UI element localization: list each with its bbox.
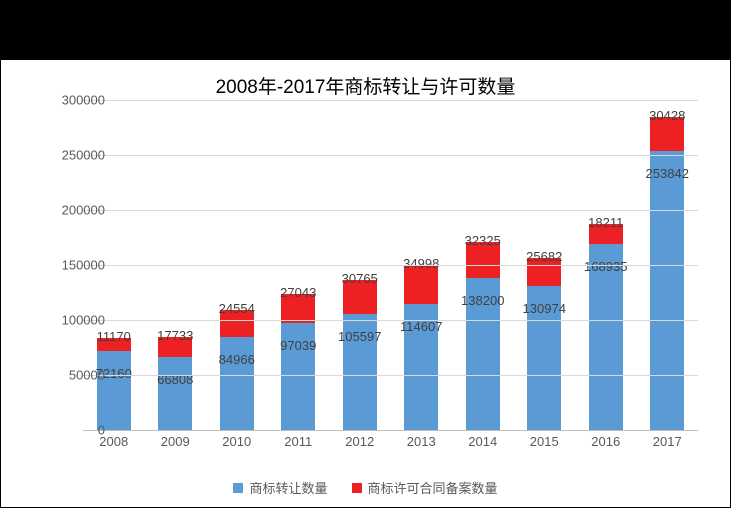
data-label-bottom: 105597 bbox=[338, 329, 381, 344]
outer-frame: 2008年-2017年商标转让与许可数量 1117072160177336680… bbox=[0, 0, 731, 508]
y-tick-label: 0 bbox=[35, 423, 105, 438]
legend-swatch bbox=[233, 483, 243, 493]
legend-label: 商标转让数量 bbox=[249, 481, 327, 496]
data-label-top: 25682 bbox=[526, 249, 562, 264]
data-label-bottom: 114607 bbox=[400, 319, 442, 334]
y-tick-label: 200000 bbox=[35, 203, 105, 218]
y-tick-label: 250000 bbox=[35, 148, 105, 163]
data-label-bottom: 168935 bbox=[584, 259, 627, 274]
x-tick-label: 2016 bbox=[591, 434, 620, 449]
y-tick-label: 300000 bbox=[35, 93, 105, 108]
x-tick-label: 2012 bbox=[345, 434, 374, 449]
y-tick-label: 50000 bbox=[35, 368, 105, 383]
x-tick-label: 2013 bbox=[407, 434, 436, 449]
gridline bbox=[83, 265, 698, 266]
data-label-bottom: 253842 bbox=[646, 166, 689, 181]
x-tick-label: 2008 bbox=[99, 434, 128, 449]
legend: 商标转让数量 商标许可合同备案数量 bbox=[1, 478, 730, 497]
gridline bbox=[83, 100, 698, 101]
y-tick-label: 100000 bbox=[35, 313, 105, 328]
data-label-top: 30428 bbox=[649, 108, 685, 123]
data-label-top: 32325 bbox=[465, 233, 501, 248]
data-label-bottom: 84966 bbox=[219, 352, 255, 367]
data-label-bottom: 138200 bbox=[461, 293, 504, 308]
data-label-bottom: 130974 bbox=[523, 301, 566, 316]
bar-segment bbox=[97, 351, 131, 430]
data-label-top: 18211 bbox=[588, 215, 623, 230]
y-tick-label: 150000 bbox=[35, 258, 105, 273]
data-label-bottom: 66808 bbox=[157, 372, 193, 387]
chart-area: 2008年-2017年商标转让与许可数量 1117072160177336680… bbox=[1, 60, 730, 507]
x-tick-label: 2014 bbox=[468, 434, 497, 449]
gridline bbox=[83, 320, 698, 321]
gridline bbox=[83, 375, 698, 376]
x-tick-label: 2009 bbox=[161, 434, 190, 449]
plot-area: 1117072160177336680824554849662704397039… bbox=[83, 100, 698, 430]
gridline bbox=[83, 210, 698, 211]
data-label-top: 27043 bbox=[280, 285, 316, 300]
x-tick-label: 2015 bbox=[530, 434, 559, 449]
gridline bbox=[83, 155, 698, 156]
data-label-top: 30765 bbox=[342, 271, 378, 286]
bar-segment bbox=[158, 357, 192, 430]
x-tick-label: 2017 bbox=[653, 434, 682, 449]
gridline bbox=[83, 430, 698, 431]
legend-swatch bbox=[352, 483, 362, 493]
data-label-top: 17733 bbox=[157, 328, 193, 343]
data-label-top: 24554 bbox=[219, 301, 255, 316]
x-tick-label: 2011 bbox=[284, 434, 312, 449]
data-label-top: 34998 bbox=[403, 256, 439, 271]
legend-label: 商标许可合同备案数量 bbox=[368, 481, 498, 496]
legend-item: 商标许可合同备案数量 bbox=[352, 478, 498, 497]
x-tick-label: 2010 bbox=[222, 434, 251, 449]
data-label-top: 11170 bbox=[97, 329, 131, 344]
data-label-bottom: 97039 bbox=[280, 338, 316, 353]
legend-item: 商标转让数量 bbox=[233, 478, 327, 497]
chart-title: 2008年-2017年商标转让与许可数量 bbox=[1, 72, 730, 99]
bar-segment bbox=[650, 151, 684, 430]
